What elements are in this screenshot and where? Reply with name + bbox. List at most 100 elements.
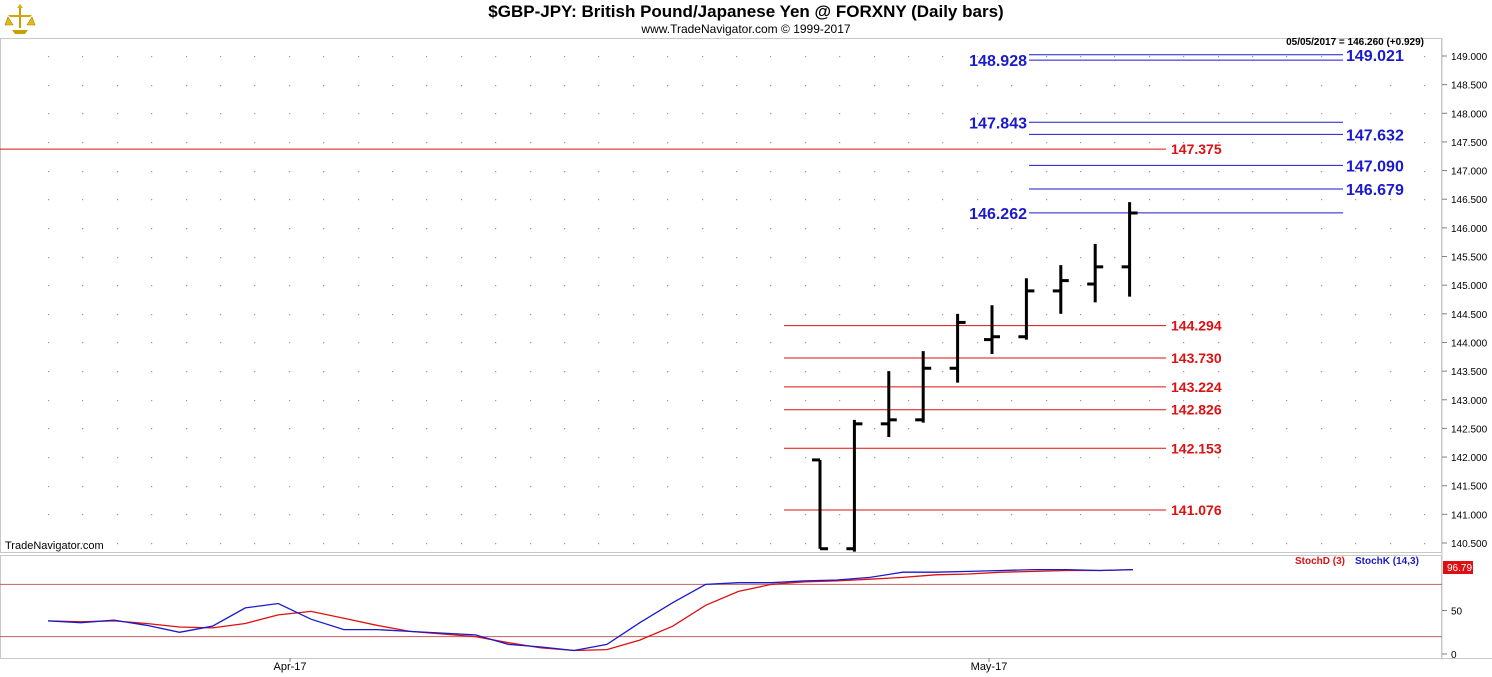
grid-dot — [805, 257, 807, 259]
grid-dot — [82, 400, 84, 402]
grid-dot — [82, 428, 84, 430]
grid-dot — [667, 285, 669, 287]
grid-dot — [1286, 113, 1288, 115]
grid-dot — [495, 228, 497, 230]
grid-dot — [1252, 113, 1254, 115]
grid-dot — [702, 113, 704, 115]
grid-dot — [770, 199, 772, 201]
support-label: 142.826 — [1171, 402, 1222, 418]
grid-dot — [1011, 486, 1013, 488]
grid-dot — [1183, 228, 1185, 230]
grid-dot — [358, 514, 360, 516]
grid-dot — [805, 228, 807, 230]
grid-dot — [1080, 56, 1082, 58]
grid-dot — [461, 314, 463, 316]
grid-dot — [530, 314, 532, 316]
grid-dot — [186, 199, 188, 201]
grid-dot — [530, 257, 532, 259]
support-label: 143.730 — [1171, 350, 1222, 366]
grid-dot — [736, 257, 738, 259]
grid-dot — [633, 486, 635, 488]
grid-dot — [220, 314, 222, 316]
grid-dot — [392, 514, 394, 516]
grid-dot — [358, 342, 360, 344]
grid-dot — [530, 400, 532, 402]
grid-dot — [1114, 428, 1116, 430]
grid-dot — [1355, 400, 1357, 402]
grid-dot — [82, 486, 84, 488]
grid-dot — [1149, 371, 1151, 373]
grid-dot — [736, 285, 738, 287]
grid-dot — [151, 199, 153, 201]
grid-dot — [1183, 142, 1185, 144]
grid-dot — [1424, 142, 1426, 144]
grid-dot — [839, 514, 841, 516]
grid-dot — [805, 142, 807, 144]
grid-dot — [1252, 371, 1254, 373]
grid-dot — [1114, 228, 1116, 230]
grid-dot — [1149, 113, 1151, 115]
grid-dot — [908, 285, 910, 287]
grid-dot — [942, 486, 944, 488]
grid-dot — [874, 285, 876, 287]
grid-dot — [736, 371, 738, 373]
grid-dot — [1390, 314, 1392, 316]
grid-dot — [1011, 514, 1013, 516]
grid-dot — [1183, 199, 1185, 201]
grid-dot — [1355, 257, 1357, 259]
grid-dot — [1424, 171, 1426, 173]
grid-dot — [426, 285, 428, 287]
grid-dot — [530, 457, 532, 459]
grid-dot — [220, 257, 222, 259]
grid-dot — [1149, 428, 1151, 430]
grid-dot — [1286, 543, 1288, 545]
grid-dot — [530, 56, 532, 58]
grid-dot — [839, 400, 841, 402]
grid-dot — [1218, 400, 1220, 402]
grid-dot — [942, 400, 944, 402]
grid-dot — [770, 113, 772, 115]
grid-dot — [220, 486, 222, 488]
grid-dot — [736, 199, 738, 201]
grid-dot — [186, 314, 188, 316]
grid-dot — [186, 543, 188, 545]
grid-dot — [1424, 342, 1426, 344]
grid-dot — [633, 142, 635, 144]
grid-dot — [977, 514, 979, 516]
grid-dot — [461, 56, 463, 58]
grid-dot — [874, 400, 876, 402]
grid-dot — [461, 371, 463, 373]
grid-dot — [530, 371, 532, 373]
grid-dot — [702, 142, 704, 144]
grid-dot — [874, 56, 876, 58]
grid-dot — [667, 56, 669, 58]
grid-dot — [461, 171, 463, 173]
grid-dot — [633, 457, 635, 459]
grid-dot — [1080, 543, 1082, 545]
grid-dot — [289, 314, 291, 316]
stoch-tick-label: 0 — [1451, 650, 1457, 661]
grid-dot — [530, 199, 532, 201]
grid-dot — [117, 428, 119, 430]
grid-dot — [151, 457, 153, 459]
grid-dot — [461, 514, 463, 516]
grid-dot — [117, 56, 119, 58]
grid-dot — [839, 543, 841, 545]
grid-dot — [151, 342, 153, 344]
grid-dot — [530, 113, 532, 115]
grid-dot — [426, 171, 428, 173]
grid-dot — [323, 428, 325, 430]
grid-dot — [1183, 285, 1185, 287]
grid-dot — [461, 342, 463, 344]
grid-dot — [289, 514, 291, 516]
grid-dot — [48, 543, 50, 545]
grid-dot — [805, 113, 807, 115]
grid-dot — [254, 514, 256, 516]
grid-dot — [1321, 457, 1323, 459]
grid-dot — [495, 171, 497, 173]
grid-dot — [1080, 514, 1082, 516]
grid-dot — [186, 514, 188, 516]
date-tick-label: Apr-17 — [273, 661, 306, 673]
date-axis: Apr-17 May-17 — [273, 658, 1007, 673]
grid-dot — [1011, 85, 1013, 87]
